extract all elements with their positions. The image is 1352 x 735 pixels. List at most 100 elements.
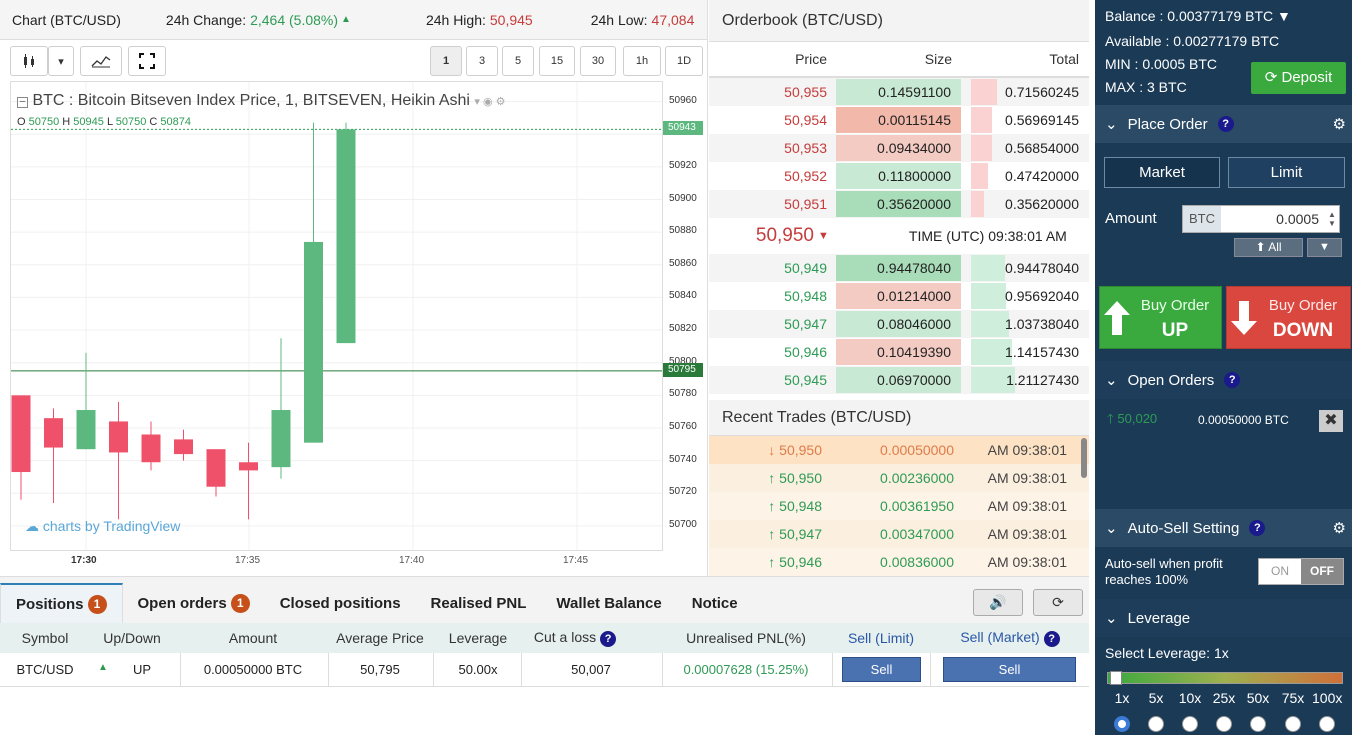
- legend-dropdown-icon[interactable]: ▾ ◉ ⚙: [474, 96, 506, 108]
- buy-down-button[interactable]: Buy Order DOWN: [1226, 286, 1351, 349]
- list-item[interactable]: ↑ 50,946 0.00836000 AM 09:38:01: [709, 548, 1089, 576]
- interval-30[interactable]: 30: [580, 46, 616, 76]
- help-icon: ?: [1249, 520, 1266, 536]
- gear-icon[interactable]: ⚙: [1332, 520, 1346, 537]
- tab-notice[interactable]: Notice: [691, 594, 738, 612]
- deposit-button[interactable]: ⟳ Deposit: [1251, 62, 1346, 94]
- balance-text[interactable]: Balance : 0.00377179 BTC ▼: [1105, 8, 1291, 24]
- tab-wallet-balance[interactable]: Wallet Balance: [556, 594, 662, 612]
- orderbook-row[interactable]: 50,946 0.10419390 1.14157430: [709, 338, 1089, 366]
- candle-type-icon[interactable]: [10, 46, 48, 76]
- toggle-on[interactable]: ON: [1259, 559, 1301, 584]
- interval-1[interactable]: 1: [430, 46, 462, 76]
- stepper-icon[interactable]: ▲ ▼: [1328, 210, 1336, 228]
- chevron-down-icon: ⌄: [1105, 610, 1118, 627]
- price-axis: 5096050940509205090050880508605084050820…: [663, 81, 705, 551]
- interval-1D[interactable]: 1D: [665, 46, 703, 76]
- interval-15[interactable]: 15: [539, 46, 575, 76]
- refresh-icon[interactable]: ⟳: [1033, 589, 1083, 616]
- list-item[interactable]: ↑ 50,950 0.00236000 AM 09:38:01: [709, 464, 1089, 492]
- orderbook-row[interactable]: 50,945 0.06970000 1.21127430: [709, 366, 1089, 394]
- cancel-order-icon[interactable]: ✖: [1319, 410, 1343, 432]
- leverage-header[interactable]: ⌄ Leverage: [1095, 599, 1352, 637]
- leverage-radio-5x[interactable]: [1148, 716, 1164, 732]
- indicators-icon[interactable]: [80, 46, 122, 76]
- more-dropdown-icon[interactable]: ▼: [1307, 238, 1342, 257]
- sell-limit-button[interactable]: Sell: [842, 657, 921, 682]
- list-item[interactable]: ↑ 50,947 0.00347000 AM 09:38:01: [709, 520, 1089, 548]
- size-bar: [836, 367, 961, 393]
- amount-input[interactable]: BTC 0.0005 ▲ ▼: [1182, 205, 1340, 233]
- open-orders-header[interactable]: ⌄ Open Orders?: [1095, 361, 1352, 399]
- amount-value[interactable]: 0.0005: [1276, 211, 1319, 227]
- tab-positions[interactable]: Positions 1: [0, 583, 123, 623]
- leverage-radio-25x[interactable]: [1216, 716, 1232, 732]
- tab-closed-positions[interactable]: Closed positions: [279, 594, 401, 612]
- tab-open-orders[interactable]: Open orders 1: [123, 583, 265, 623]
- arrow-up-icon: 🡑: [1107, 411, 1114, 426]
- fullscreen-icon[interactable]: [128, 46, 166, 76]
- size-bar: [836, 163, 961, 189]
- market-button[interactable]: Market: [1104, 157, 1220, 188]
- orderbook-row[interactable]: 50,952 0.11800000 0.47420000: [709, 162, 1089, 190]
- orderbook-row[interactable]: 50,954 0.00115145 0.56969145: [709, 106, 1089, 134]
- ohlc-open: 50750: [28, 116, 60, 128]
- leverage-radio-100x[interactable]: [1319, 716, 1335, 732]
- chart-plot-area[interactable]: – BTC : Bitcoin Bitseven Index Price, 1,…: [10, 81, 663, 551]
- buy-up-button[interactable]: Buy Order UP: [1099, 286, 1222, 349]
- orderbook-row[interactable]: 50,948 0.01214000 0.95692040: [709, 282, 1089, 310]
- interval-5[interactable]: 5: [502, 46, 534, 76]
- leverage-radio-10x[interactable]: [1182, 716, 1198, 732]
- leverage-radio-75x[interactable]: [1285, 716, 1301, 732]
- ob-size: 0.00115145: [878, 112, 951, 128]
- leverage-label: 10x: [1178, 690, 1202, 706]
- total-bar: [971, 107, 992, 133]
- all-button[interactable]: ⬆ All: [1234, 238, 1303, 257]
- help-icon[interactable]: ?: [600, 631, 617, 647]
- list-item[interactable]: ↓ 50,950 0.00050000 AM 09:38:01: [709, 436, 1089, 464]
- ob-size: 0.10419390: [877, 344, 951, 360]
- place-order-header[interactable]: ⌄ Place Order? ⚙: [1095, 105, 1352, 143]
- limit-button[interactable]: Limit: [1228, 157, 1345, 188]
- interval-1h[interactable]: 1h: [623, 46, 661, 76]
- toggle-off[interactable]: OFF: [1301, 559, 1343, 584]
- orderbook-row[interactable]: 50,949 0.94478040 0.94478040: [709, 254, 1089, 282]
- list-item[interactable]: ↑ 50,948 0.00361950 AM 09:38:01: [709, 492, 1089, 520]
- collapse-icon[interactable]: –: [17, 97, 28, 108]
- help-icon[interactable]: ?: [1043, 631, 1060, 647]
- candle-body: [109, 421, 128, 453]
- auto-sell-toggle[interactable]: ON OFF: [1258, 558, 1344, 585]
- price-tick: 50920: [669, 159, 697, 171]
- col-price: Price: [795, 51, 827, 67]
- ob-price: 50,948: [784, 288, 827, 304]
- sell-market-button[interactable]: Sell: [943, 657, 1076, 682]
- leverage-slider[interactable]: [1107, 671, 1343, 685]
- sound-icon[interactable]: 🔊: [973, 589, 1023, 616]
- arrow-up-icon: ↑: [768, 526, 780, 542]
- select-leverage-text: Select Leverage: 1x: [1105, 645, 1229, 661]
- interval-3[interactable]: 3: [466, 46, 498, 76]
- price-tick: 50820: [669, 323, 697, 335]
- auto-sell-header[interactable]: ⌄ Auto-Sell Setting? ⚙: [1095, 509, 1352, 547]
- orderbook-row[interactable]: 50,953 0.09434000 0.56854000: [709, 134, 1089, 162]
- arrow-up-icon: ↑: [768, 498, 780, 514]
- orderbook-row[interactable]: 50,947 0.08046000 1.03738040: [709, 310, 1089, 338]
- table-row[interactable]: ▲ BTC/USD UP 0.00050000 BTC 50,795 50.00x 50,0…: [0, 653, 1089, 687]
- orderbook-row[interactable]: 50,955 0.14591100 0.71560245: [709, 78, 1089, 106]
- recent-trades: Recent Trades (BTC/USD) ↓ 50,950 0.000500…: [709, 400, 1089, 576]
- gear-icon[interactable]: ⚙: [1332, 116, 1346, 133]
- slider-handle[interactable]: [1110, 671, 1122, 685]
- leverage-radio-1x[interactable]: [1114, 716, 1130, 732]
- ob-price: 50,945: [784, 372, 827, 388]
- orderbook-row[interactable]: 50,951 0.35620000 0.35620000: [709, 190, 1089, 218]
- price-tick: 50740: [669, 453, 697, 465]
- chevron-down-icon[interactable]: ▾: [48, 46, 74, 76]
- tab-realised-pnl[interactable]: Realised PNL: [430, 594, 527, 612]
- ob-size: 0.35620000: [877, 196, 951, 212]
- low-value: 47,084: [651, 11, 695, 28]
- leverage-label: 75x: [1281, 690, 1305, 706]
- tradingview-watermark[interactable]: ☁ charts by TradingView: [25, 518, 181, 534]
- scrollbar[interactable]: [1081, 438, 1087, 478]
- leverage-radio-50x[interactable]: [1250, 716, 1266, 732]
- ob-size: 0.09434000: [877, 140, 951, 156]
